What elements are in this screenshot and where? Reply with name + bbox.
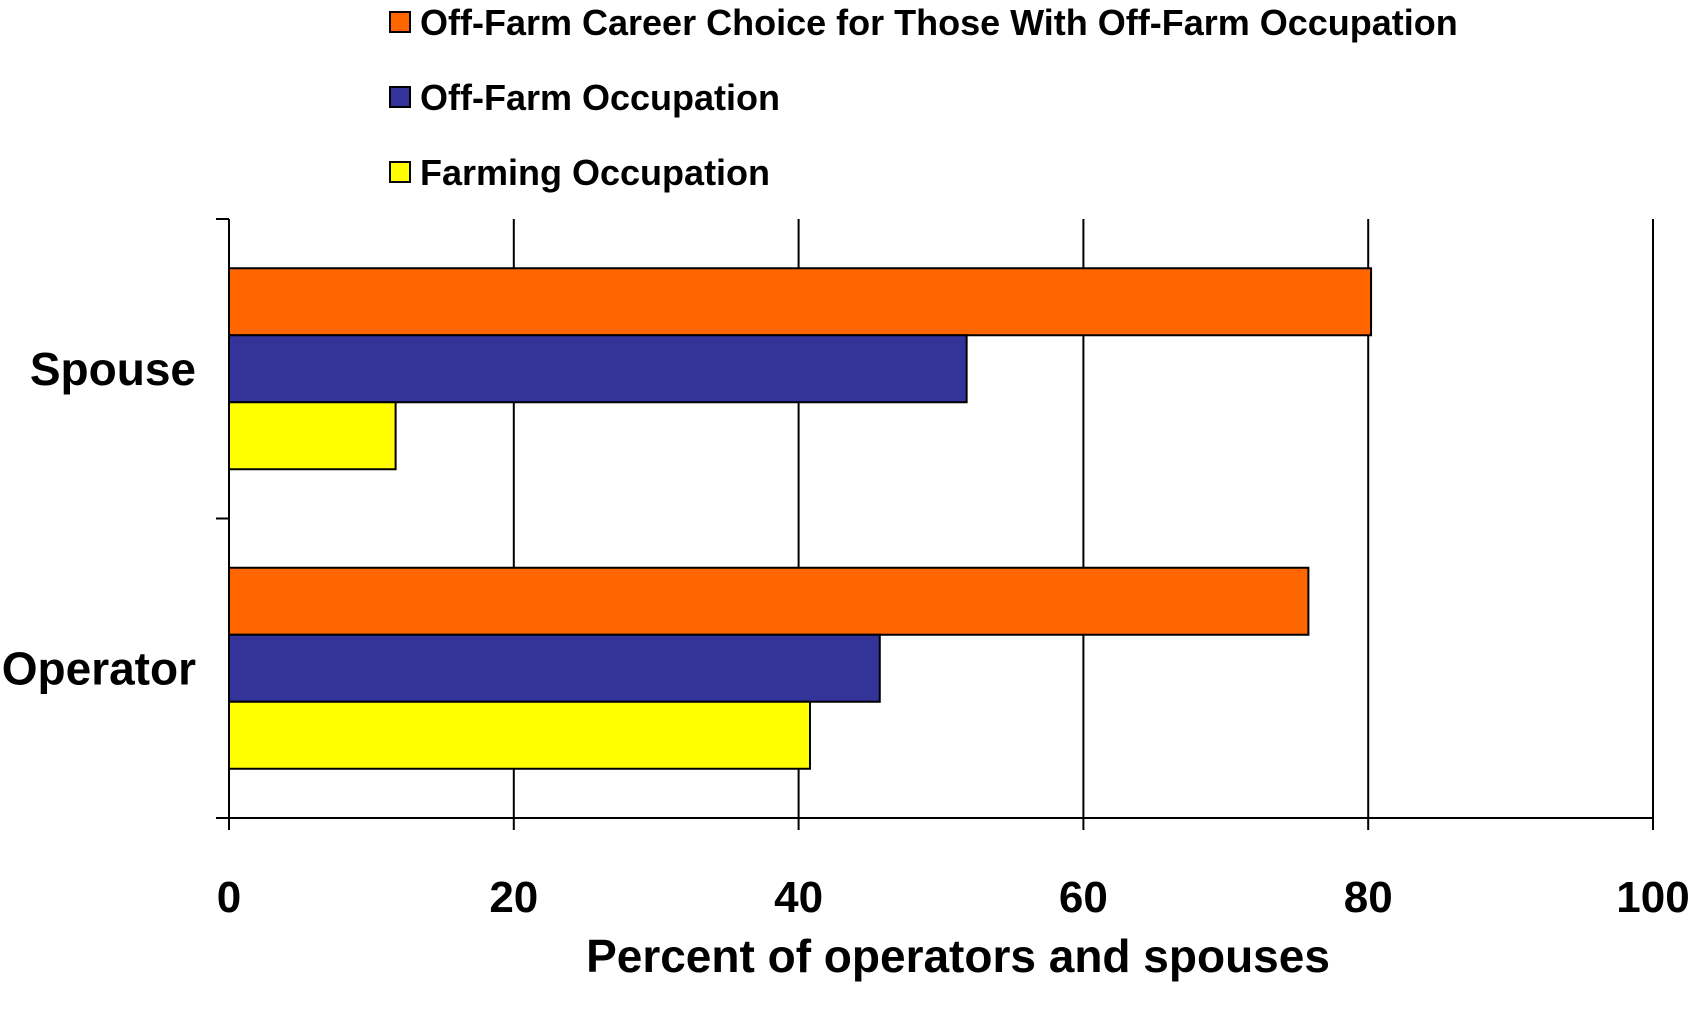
x-tick-labels: 0 20 40 60 80 100	[217, 873, 1690, 922]
bars	[228, 267, 1373, 770]
x-tick-label: 80	[1344, 873, 1393, 922]
y-category-label: Operator	[2, 642, 196, 694]
bar	[228, 700, 811, 770]
axes	[216, 218, 1654, 830]
x-tick-label: 60	[1059, 873, 1108, 922]
legend-swatch	[389, 161, 411, 183]
legend-label: Off-Farm Career Choice for Those With Of…	[420, 2, 1458, 43]
bar	[228, 633, 881, 703]
bar	[228, 267, 1373, 337]
legend-swatch	[389, 11, 411, 33]
x-tick-label: 100	[1616, 873, 1689, 922]
x-axis-title: Percent of operators and spouses	[586, 930, 1330, 982]
legend-label: Off-Farm Occupation	[420, 77, 780, 118]
legend-label: Farming Occupation	[420, 152, 770, 193]
x-tick-label: 40	[774, 873, 823, 922]
y-category-labels: Spouse Operator	[2, 343, 196, 695]
bar	[228, 566, 1310, 636]
legend: Off-Farm Career Choice for Those With Of…	[389, 2, 1458, 193]
bar	[228, 401, 397, 471]
y-category-label: Spouse	[30, 343, 196, 395]
x-tick-label: 0	[217, 873, 241, 922]
legend-swatch	[389, 86, 411, 108]
x-tick-label: 20	[489, 873, 538, 922]
bar	[228, 334, 968, 404]
